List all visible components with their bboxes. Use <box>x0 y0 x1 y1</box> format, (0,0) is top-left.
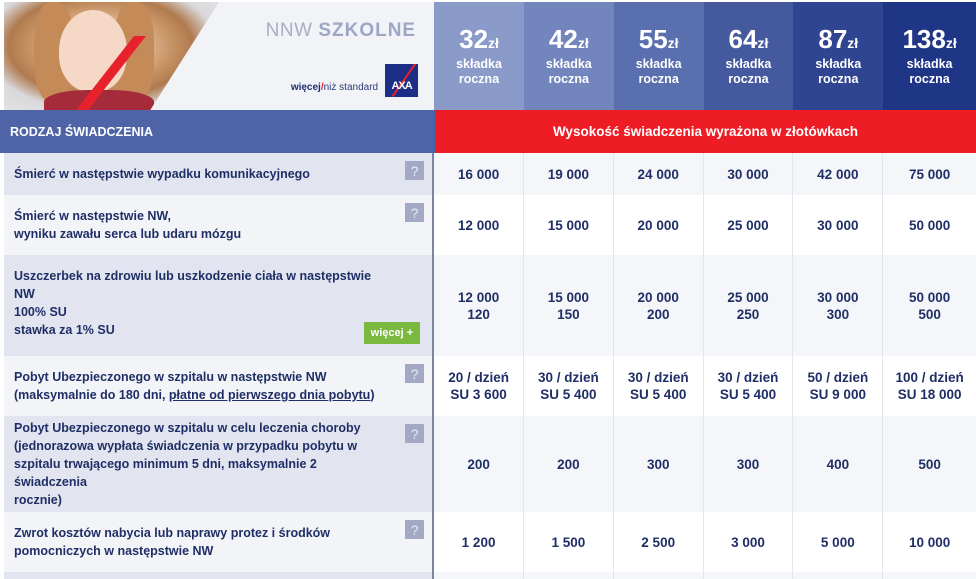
benefit-value: 12 000 120 <box>434 255 524 356</box>
table-header-row: RODZAJ ŚWIADCZENIA Wysokość świadczenia … <box>0 110 976 153</box>
benefit-value: 5 000 <box>793 512 884 572</box>
benefit-value: 42 000 <box>793 153 884 195</box>
product-title: NNW SZKOLNE <box>265 20 417 41</box>
benefit-value: 50 000 500 <box>883 255 976 356</box>
brand-tagline: więcej/niż standard <box>290 82 379 93</box>
benefit-value: 19 000 <box>523 153 614 195</box>
plan-price-3: 55zł składka roczna <box>613 0 704 110</box>
plan-price-6: 138zł składka roczna <box>883 0 976 110</box>
benefit-value: 2 500 <box>613 512 704 572</box>
table-row: Zwrot kosztów nabycia lub naprawy protez… <box>0 512 976 572</box>
first-day-payment-link[interactable]: płatne od pierwszego dnia pobytu <box>168 388 371 402</box>
benefit-value: 3 000 <box>703 512 794 572</box>
plan-price-1: 32zł składka roczna <box>434 0 524 110</box>
benefit-value: 30 / dzień SU 5 400 <box>613 356 704 416</box>
benefit-label: Śmierć w następstwie wypadku komunikacyj… <box>0 153 435 195</box>
table-row: Śmierć w następstwie wypadku komunikacyj… <box>0 153 976 195</box>
benefit-value: 10 000 <box>883 512 976 572</box>
table-row: Śmierć w następstwie NW, wyniku zawału s… <box>0 195 976 255</box>
table-row: Uszczerbek na zdrowiu lub uszkodzenie ci… <box>0 255 976 356</box>
child-photo <box>4 2 219 110</box>
plan-price-2: 42zł składka roczna <box>523 0 614 110</box>
more-button[interactable]: więcej + <box>363 322 421 344</box>
benefit-value: 300 <box>613 416 704 512</box>
benefit-value: 20 000 200 <box>613 255 704 356</box>
benefit-label: Pobyt Ubezpieczonego w szpitalu w następ… <box>0 356 435 416</box>
product-banner: NNW SZKOLNE więcej/niż standard AXA <box>0 0 435 110</box>
benefit-amount-header: Wysokość świadczenia wyrażona w złotówka… <box>435 110 976 153</box>
benefit-label: Zwrot kosztów nabycia lub naprawy protez… <box>0 512 435 572</box>
benefit-value: 30 000 <box>793 195 884 255</box>
table-row: ? <box>0 572 976 579</box>
benefit-value: 16 000 <box>434 153 524 195</box>
benefit-value: 100 / dzień SU 18 000 <box>883 356 976 416</box>
benefit-value: 1 200 <box>434 512 524 572</box>
benefit-value: 1 500 <box>523 512 614 572</box>
benefit-value: 200 <box>434 416 524 512</box>
benefit-label: ? <box>0 572 435 579</box>
benefit-value: 15 000 <box>523 195 614 255</box>
benefit-value: 500 <box>883 416 976 512</box>
help-icon[interactable]: ? <box>405 364 425 383</box>
axa-logo: AXA <box>385 64 419 97</box>
help-icon[interactable]: ? <box>405 203 425 222</box>
benefit-value: 30 000 300 <box>793 255 884 356</box>
benefit-value: 200 <box>523 416 614 512</box>
table-row: Pobyt Ubezpieczonego w szpitalu w celu l… <box>0 416 976 512</box>
benefit-value: 20 000 <box>613 195 704 255</box>
benefit-value: 25 000 <box>703 195 794 255</box>
benefit-value: 12 000 <box>434 195 524 255</box>
benefit-value: 50 000 <box>883 195 976 255</box>
benefit-label: Pobyt Ubezpieczonego w szpitalu w celu l… <box>0 416 435 512</box>
benefit-value: 400 <box>793 416 884 512</box>
benefit-value: 15 000 150 <box>523 255 614 356</box>
help-icon[interactable]: ? <box>405 161 425 180</box>
benefit-type-header: RODZAJ ŚWIADCZENIA <box>0 110 435 153</box>
benefit-value: 25 000 250 <box>703 255 794 356</box>
benefit-value: 50 / dzień SU 9 000 <box>793 356 884 416</box>
table-row: Pobyt Ubezpieczonego w szpitalu w następ… <box>0 356 976 416</box>
benefit-value: 30 / dzień SU 5 400 <box>703 356 794 416</box>
benefit-value: 75 000 <box>883 153 976 195</box>
benefit-value: 20 / dzień SU 3 600 <box>434 356 524 416</box>
help-icon[interactable]: ? <box>405 424 425 443</box>
benefit-value: 300 <box>703 416 794 512</box>
benefit-value: 24 000 <box>613 153 704 195</box>
benefit-value: 30 000 <box>703 153 794 195</box>
help-icon[interactable]: ? <box>405 520 425 539</box>
benefits-table: RODZAJ ŚWIADCZENIA Wysokość świadczenia … <box>0 110 976 579</box>
page-header: NNW SZKOLNE więcej/niż standard AXA 32zł… <box>0 0 976 110</box>
plan-price-5: 87zł składka roczna <box>793 0 884 110</box>
benefit-label: Uszczerbek na zdrowiu lub uszkodzenie ci… <box>0 255 435 356</box>
benefit-label: Śmierć w następstwie NW, wyniku zawału s… <box>0 195 435 255</box>
benefit-value: 30 / dzień SU 5 400 <box>523 356 614 416</box>
plan-price-4: 64zł składka roczna <box>703 0 794 110</box>
